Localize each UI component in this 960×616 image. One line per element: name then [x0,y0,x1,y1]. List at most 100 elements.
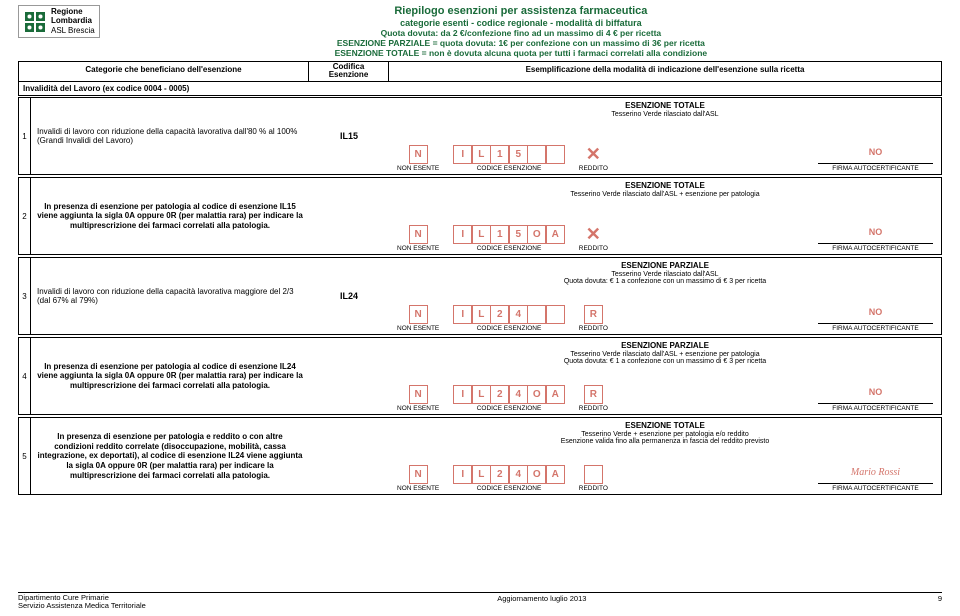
exemption-row: 1Invalidi di lavoro con riduzione della … [18,97,942,175]
reddito-label: REDDITO [579,406,608,413]
code-box [546,305,565,324]
non-esente-box: N [409,145,428,164]
exemption-row: 5In presenza di esenzione per patologia … [18,417,942,495]
col-example: Esemplificazione della modalità di indic… [389,62,941,82]
signature-label: FIRMA AUTOCERTIFICANTE [832,326,918,333]
code-box: 2 [490,465,509,484]
row-example: ESENZIONE PARZIALETesserino Verde rilasc… [389,258,941,334]
exemption-row: 3Invalidi di lavoro con riduzione della … [18,257,942,335]
exemption-row: 4 In presenza di esenzione per patologia … [18,337,942,415]
code-box: L [472,465,491,484]
code-box: 5 [509,225,528,244]
signature-label: FIRMA AUTOCERTIFICANTE [832,166,918,173]
header-line-1: Quota dovuta: da 2 €/confezione fino ad … [100,28,942,38]
exemption-note: Tesserino Verde rilasciato dall'ASL + es… [397,351,933,366]
non-esente-box: N [409,465,428,484]
code-box: A [546,385,565,404]
row-description: In presenza di esenzione per patologia e… [31,418,309,494]
org-logo: Regione Lombardia ASL Brescia [18,5,100,38]
code-label: CODICE ESENZIONE [477,246,542,253]
reddito-label: REDDITO [579,246,608,253]
row-description: In presenza di esenzione per patologia a… [31,178,309,254]
code-box [527,145,546,164]
reddito-strike-icon: ✕ [584,145,603,164]
header-line-3: ESENZIONE TOTALE = non è dovuta alcuna q… [100,48,942,58]
non-esente-label: NON ESENTE [397,486,439,493]
code-box: 4 [509,465,528,484]
row-number: 3 [19,258,31,334]
code-box: 1 [490,145,509,164]
doc-title: Riepilogo esenzioni per assistenza farma… [100,5,942,18]
row-description: Invalidi di lavoro con riduzione della c… [31,258,309,334]
code-label: CODICE ESENZIONE [477,326,542,333]
exemption-note: Tesserino Verde + esenzione per patologi… [397,431,933,446]
reddito-box [584,465,603,484]
exemption-type: ESENZIONE TOTALE [397,102,933,110]
non-esente-box: N [409,225,428,244]
reddito-strike-icon: ✕ [584,225,603,244]
code-box: 1 [490,225,509,244]
code-label: CODICE ESENZIONE [477,486,542,493]
non-esente-box: N [409,385,428,404]
code-box: O [527,385,546,404]
code-box: I [453,145,472,164]
code-box: L [472,385,491,404]
code-box: 2 [490,305,509,324]
column-header-row: Categorie che beneficiano dell'esenzione… [18,61,942,83]
exemption-type: ESENZIONE TOTALE [397,422,933,430]
reddito-label: REDDITO [579,326,608,333]
region-name-2: Lombardia [51,17,95,26]
code-label: CODICE ESENZIONE [477,406,542,413]
non-esente-label: NON ESENTE [397,246,439,253]
code-box: I [453,465,472,484]
exemption-type: ESENZIONE PARZIALE [397,342,933,350]
code-box: L [472,305,491,324]
row-description: Invalidi di lavoro con riduzione della c… [31,98,309,174]
exemption-note: Tesserino Verde rilasciato dall'ASL [397,111,933,119]
row-example: ESENZIONE PARZIALETesserino Verde rilasc… [389,338,941,414]
code-box: 2 [490,385,509,404]
reddito-box: R [584,305,603,324]
footer-update: Aggiornamento luglio 2013 [497,594,586,611]
signature-label: FIRMA AUTOCERTIFICANTE [832,406,918,413]
exemption-code: IL15 [309,98,389,174]
row-description: In presenza di esenzione per patologia a… [31,338,309,414]
code-box: I [453,225,472,244]
exemption-note: Tesserino Verde rilasciato dall'ASL + es… [397,191,933,199]
signature-value: NO [869,143,883,162]
exemption-row: 2In presenza di esenzione per patologia … [18,177,942,255]
non-esente-label: NON ESENTE [397,326,439,333]
non-esente-label: NON ESENTE [397,406,439,413]
signature-value: NO [869,303,883,322]
reddito-box: R [584,385,603,404]
exemption-code [309,178,389,254]
code-box [527,305,546,324]
exemption-type: ESENZIONE TOTALE [397,182,933,190]
row-number: 2 [19,178,31,254]
asl-name: ASL Brescia [51,27,95,36]
signature-value: NO [869,223,883,242]
code-box: O [527,225,546,244]
row-example: ESENZIONE TOTALETesserino Verde rilascia… [389,98,941,174]
section-label: Invalidità del Lavoro (ex codice 0004 - … [18,82,942,96]
exemption-type: ESENZIONE PARZIALE [397,262,933,270]
doc-subtitle: categorie esenti - codice regionale - mo… [100,18,942,28]
row-example: ESENZIONE TOTALETesserino Verde rilascia… [389,178,941,254]
col-categories: Categorie che beneficiano dell'esenzione [19,62,309,82]
page-footer: Dipartimento Cure Primarie Servizio Assi… [18,592,942,611]
row-example: ESENZIONE TOTALETesserino Verde + esenzi… [389,418,941,494]
page-number: 9 [938,594,942,611]
signature-value: NO [869,383,883,402]
row-number: 5 [19,418,31,494]
reddito-label: REDDITO [579,166,608,173]
non-esente-box: N [409,305,428,324]
code-box: 4 [509,385,528,404]
row-number: 1 [19,98,31,174]
code-box: L [472,145,491,164]
signature-value: Mario Rossi [851,463,900,482]
exemption-code [309,418,389,494]
exemption-code: IL24 [309,258,389,334]
col-code: CodificaEsenzione [309,62,389,82]
code-box: A [546,465,565,484]
code-box: I [453,305,472,324]
